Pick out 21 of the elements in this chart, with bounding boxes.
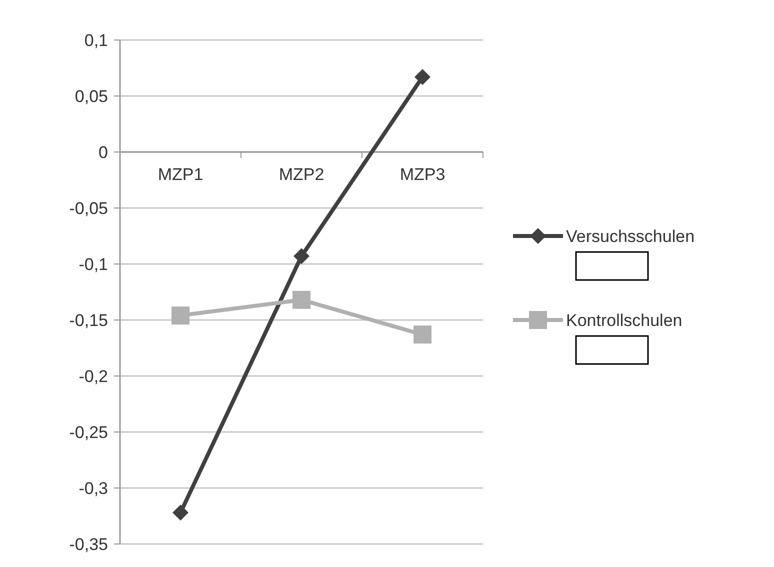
legend-label: Versuchsschulen (566, 226, 695, 246)
point (172, 306, 190, 325)
legend-label: Kontrollschulen (566, 310, 682, 330)
y-tick-label: -0,25 (69, 422, 108, 442)
point (414, 68, 430, 85)
y-tick-label: -0,1 (78, 254, 108, 274)
x-tick-label: MZP3 (400, 165, 446, 184)
y-tick-label: -0,15 (69, 310, 108, 330)
y-tick-label: -0,05 (69, 198, 108, 218)
y-tick-label: 0,1 (84, 30, 108, 50)
point (172, 504, 188, 521)
x-tick-label: MZP1 (158, 165, 204, 184)
y-tick-label: 0 (98, 142, 108, 162)
y-tick-label: -0,3 (78, 478, 108, 498)
point (294, 248, 310, 264)
point (292, 290, 310, 309)
y-tick-label: -0,2 (78, 366, 108, 386)
point (414, 326, 432, 344)
x-tick-label: MZP2 (278, 165, 324, 184)
y-tick-label: 0,05 (74, 86, 108, 106)
y-tick-label: -0,35 (69, 534, 108, 554)
